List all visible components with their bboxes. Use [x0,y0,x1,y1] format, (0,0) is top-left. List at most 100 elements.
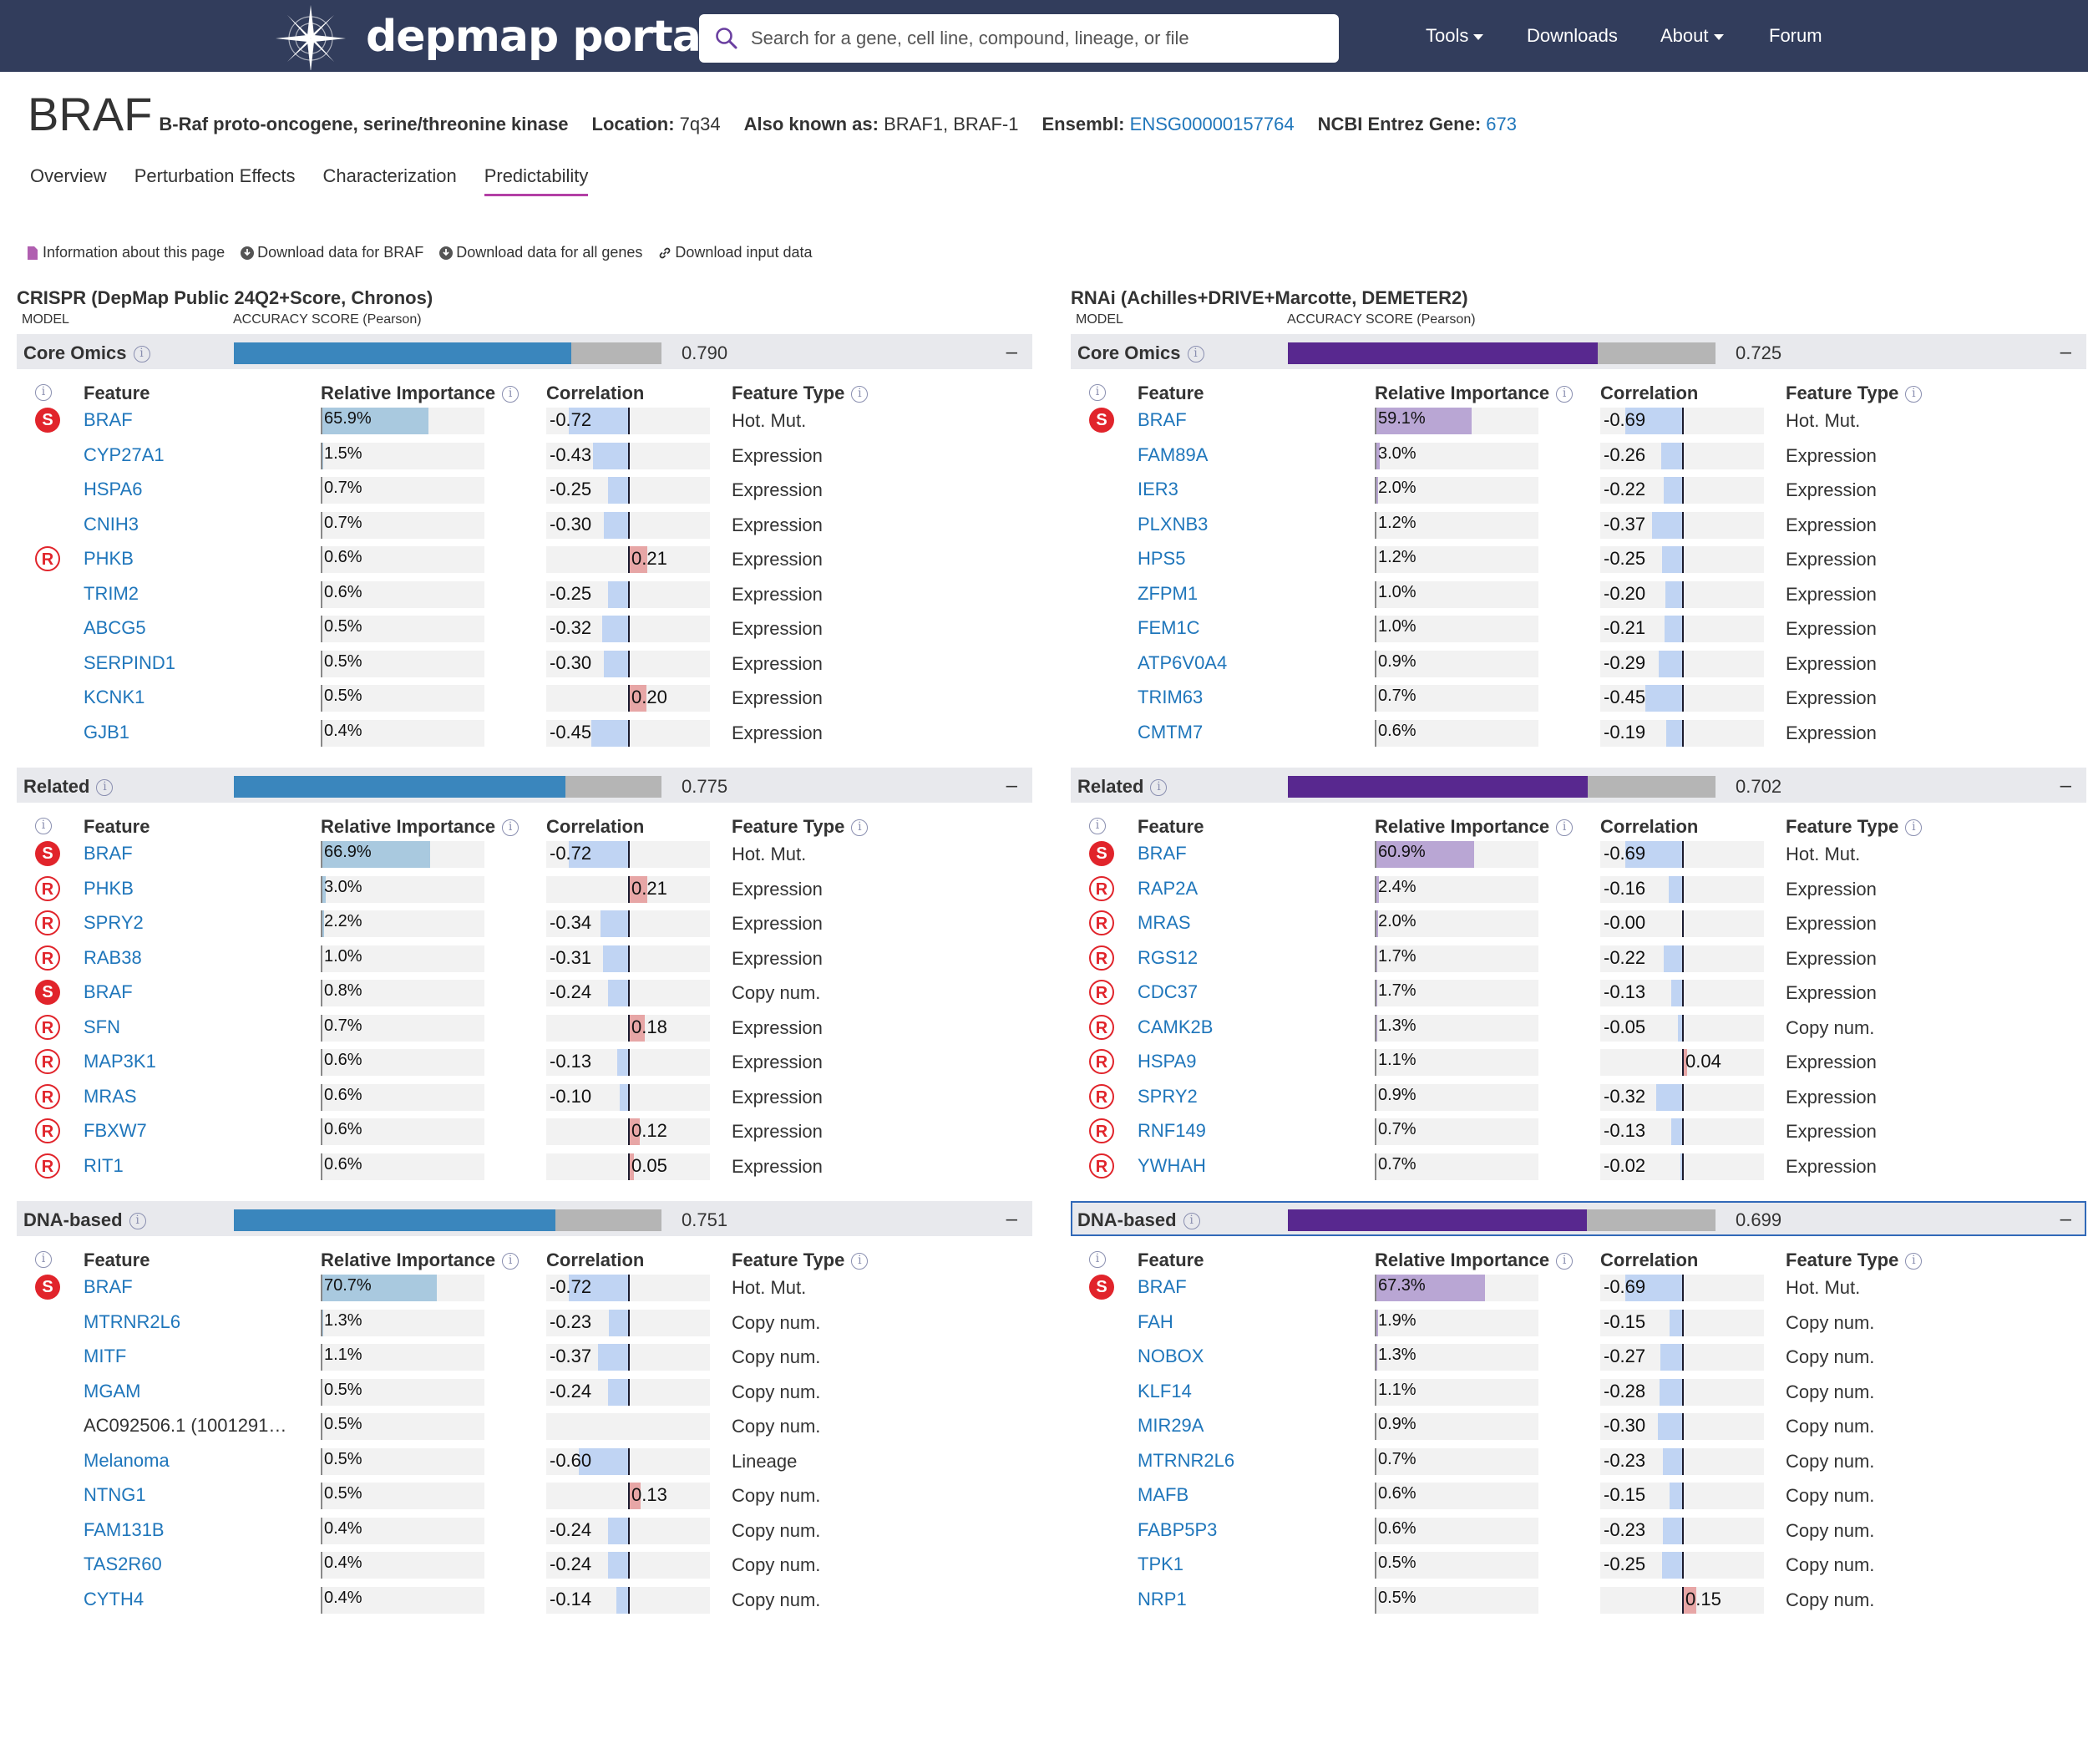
feature-name[interactable]: MRAS [84,1085,137,1107]
feature-name[interactable]: RAB38 [84,946,142,968]
feature-name[interactable]: HPS5 [1138,548,1186,569]
correlation-column-header[interactable]: Correlation [546,816,644,838]
model-section-header[interactable]: DNA-based i 0.699 – [1071,1201,2086,1236]
feature-column-header[interactable]: Feature [84,383,150,404]
info-icon[interactable]: i [1905,386,1923,403]
feature-name[interactable]: PLXNB3 [1138,513,1209,535]
feature-name[interactable]: RGS12 [1138,946,1199,968]
info-icon[interactable]: i [851,1253,869,1270]
collapse-toggle[interactable]: – [1006,1208,1017,1230]
feature-name[interactable]: Melanoma [84,1449,170,1471]
info-icon[interactable]: i [1089,1251,1106,1268]
feature-name[interactable]: KLF14 [1138,1380,1192,1402]
feature-name[interactable]: MAFB [1138,1484,1189,1505]
feature-name[interactable]: BRAF [84,843,133,864]
feature-name[interactable]: BRAF [84,409,133,430]
info-icon[interactable]: i [851,819,869,837]
feature-name[interactable]: MRAS [1138,912,1191,933]
feature-name[interactable]: ABCG5 [84,617,146,638]
importance-column-header[interactable]: Relative Importance i [1375,816,1574,838]
feature-name[interactable]: TRIM63 [1138,687,1204,707]
info-icon[interactable]: i [502,386,519,403]
download-input-link[interactable]: Download input data [657,244,813,261]
feature-name[interactable]: YWHAH [1138,1154,1206,1176]
tab-characterization[interactable]: Characterization [322,165,457,186]
nav-forum[interactable]: Forum [1769,25,1822,47]
importance-column-header[interactable]: Relative Importance i [321,816,519,838]
nav-about[interactable]: About [1660,25,1724,47]
feature-name[interactable]: NRP1 [1138,1588,1187,1609]
feature-name[interactable]: ZFPM1 [1138,582,1199,604]
feature-name[interactable]: KCNK1 [84,687,145,707]
ensembl-link[interactable]: ENSG00000157764 [1129,114,1295,134]
feature-name[interactable]: FAM89A [1138,444,1209,465]
feature-name[interactable]: MITF [84,1346,127,1366]
feature-name[interactable]: CYTH4 [84,1588,144,1609]
info-icon[interactable]: i [1089,818,1106,834]
info-icon[interactable]: i [35,1251,52,1268]
info-icon[interactable]: i [1905,1253,1923,1270]
info-icon[interactable]: i [1556,819,1574,837]
feature-name[interactable]: MTRNR2L6 [84,1310,181,1332]
feature-name[interactable]: CMTM7 [1138,721,1204,743]
feature-name[interactable]: SPRY2 [84,912,144,933]
info-icon[interactable]: i [1556,1253,1574,1270]
info-icon[interactable]: i [35,384,52,401]
info-icon[interactable]: i [1187,346,1204,363]
correlation-column-header[interactable]: Correlation [1600,816,1698,838]
feature-name[interactable]: FEM1C [1138,617,1200,638]
info-icon[interactable]: i [1150,779,1168,797]
feature-name[interactable]: FAM131B [84,1518,165,1540]
feature-name[interactable]: BRAF [84,981,133,1002]
feature-name[interactable]: CNIH3 [84,513,139,535]
info-icon[interactable]: i [1183,1213,1200,1230]
model-section-header[interactable]: DNA-based i 0.751 – [17,1201,1032,1236]
type-column-header[interactable]: Feature Type i [1786,1250,1923,1271]
type-column-header[interactable]: Feature Type i [1786,816,1923,838]
feature-name[interactable]: HSPA6 [84,479,143,499]
feature-name[interactable]: TPK1 [1138,1554,1184,1574]
search-box[interactable] [699,14,1339,63]
feature-name[interactable]: CDC37 [1138,981,1199,1002]
model-section-header[interactable]: Related i 0.702 – [1071,768,2086,803]
feature-column-header[interactable]: Feature [84,816,150,838]
feature-name[interactable]: RAP2A [1138,877,1199,899]
feature-name[interactable]: MTRNR2L6 [1138,1449,1235,1471]
feature-column-header[interactable]: Feature [1138,1250,1204,1271]
type-column-header[interactable]: Feature Type i [732,383,869,404]
depmap-logo[interactable]: depmap portal [259,3,716,70]
feature-name[interactable]: PHKB [84,877,134,899]
correlation-column-header[interactable]: Correlation [546,1250,644,1271]
feature-name[interactable]: BRAF [1138,1276,1187,1297]
info-icon[interactable]: i [35,818,52,834]
info-icon[interactable]: i [502,819,519,837]
info-icon[interactable]: i [129,1213,146,1230]
feature-name[interactable]: SPRY2 [1138,1085,1198,1107]
type-column-header[interactable]: Feature Type i [732,816,869,838]
feature-name[interactable]: PHKB [84,548,134,569]
collapse-toggle[interactable]: – [2060,341,2071,363]
feature-name[interactable]: RNF149 [1138,1120,1206,1141]
collapse-toggle[interactable]: – [1006,774,1017,797]
model-section-header[interactable]: Related i 0.775 – [17,768,1032,803]
feature-name[interactable]: MAP3K1 [84,1051,156,1072]
importance-column-header[interactable]: Relative Importance i [1375,1250,1574,1271]
correlation-column-header[interactable]: Correlation [1600,1250,1698,1271]
feature-name[interactable]: SFN [84,1016,120,1037]
importance-column-header[interactable]: Relative Importance i [321,383,519,404]
feature-column-header[interactable]: Feature [1138,816,1204,838]
feature-column-header[interactable]: Feature [1138,383,1204,404]
feature-name[interactable]: TRIM2 [84,582,139,604]
tab-overview[interactable]: Overview [30,165,107,186]
tab-perturbation-effects[interactable]: Perturbation Effects [134,165,296,186]
tab-predictability[interactable]: Predictability [484,165,589,196]
feature-name[interactable]: CYP27A1 [84,444,165,465]
collapse-toggle[interactable]: – [1006,341,1017,363]
nav-downloads[interactable]: Downloads [1527,25,1618,47]
feature-column-header[interactable]: Feature [84,1250,150,1271]
correlation-column-header[interactable]: Correlation [1600,383,1698,404]
model-section-header[interactable]: Core Omics i 0.725 – [1071,334,2086,369]
info-icon[interactable]: i [96,779,114,797]
feature-name[interactable]: HSPA9 [1138,1051,1197,1072]
collapse-toggle[interactable]: – [2060,1208,2071,1230]
